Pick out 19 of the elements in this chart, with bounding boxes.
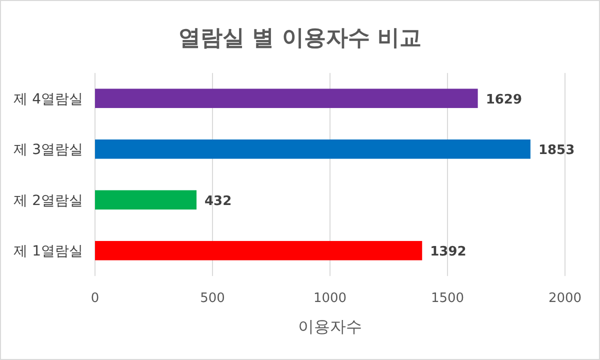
- data-label: 432: [204, 194, 232, 209]
- x-tick-label: 1500: [430, 291, 464, 306]
- bar: [95, 240, 422, 260]
- y-tick-label: 제 1열람실: [14, 244, 83, 260]
- bar: [95, 190, 197, 210]
- chart-title: 열람실 별 이용자수 비교: [178, 26, 422, 51]
- x-tick-label: 0: [90, 291, 100, 306]
- bar: [95, 88, 478, 108]
- y-tick-label: 제 4열람실: [14, 91, 83, 108]
- x-axis-title: 이용자수: [298, 317, 362, 336]
- y-tick-label: 제 2열람실: [14, 192, 83, 209]
- data-label: 1853: [538, 143, 575, 158]
- x-tick-label: 500: [200, 291, 225, 306]
- data-label: 1392: [430, 244, 466, 260]
- data-label: 1629: [486, 92, 522, 108]
- y-tick-label: 제 3열람실: [14, 142, 83, 158]
- x-tick-label: 2000: [548, 291, 582, 306]
- bar: [95, 139, 530, 159]
- x-tick-label: 1000: [313, 291, 347, 306]
